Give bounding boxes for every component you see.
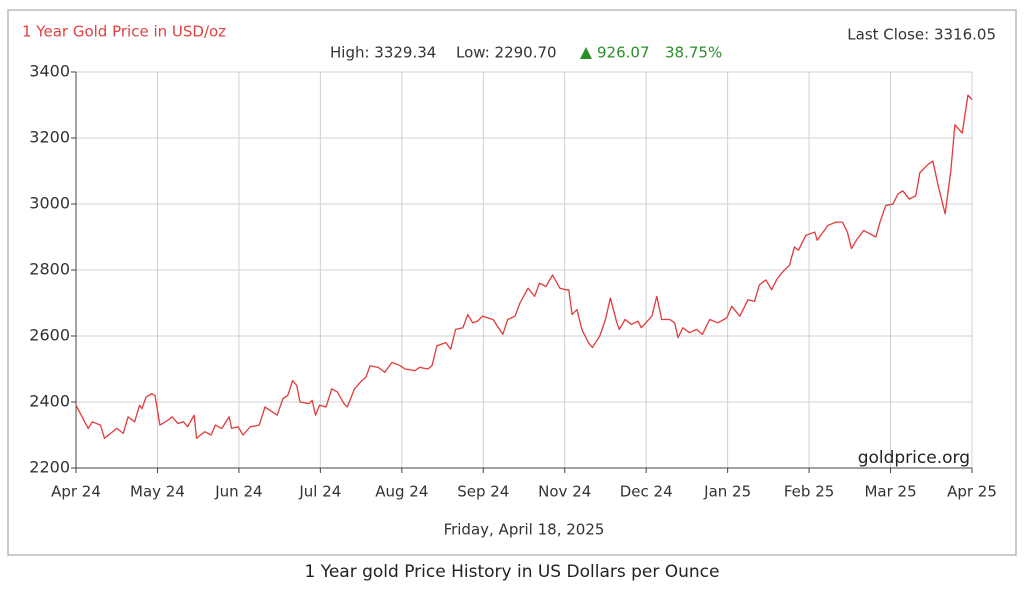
low: Low: 2290.70 [456, 44, 557, 62]
watermark: goldprice.org [858, 448, 970, 468]
x-tick-label: Aug 24 [375, 483, 428, 501]
x-tick-label: Jul 24 [298, 483, 341, 501]
date: Friday, April 18, 2025 [444, 521, 605, 539]
change: 926.07 [597, 44, 650, 62]
x-tick-label: Nov 24 [538, 483, 591, 501]
y-tick-label: 3400 [29, 62, 70, 81]
price-line [75, 94, 973, 439]
x-tick-label: May 24 [130, 483, 185, 501]
change-percent: 38.75% [665, 44, 722, 62]
y-tick-label: 2400 [29, 392, 70, 411]
y-tick-label: 2200 [29, 458, 70, 477]
x-tick-label: Dec 24 [620, 483, 673, 501]
chart-title: 1 Year Gold Price in USD/oz [22, 23, 226, 41]
chart-frame [7, 9, 1017, 556]
caption: 1 Year gold Price History in US Dollars … [304, 562, 719, 582]
x-tick-label: Jan 25 [703, 483, 751, 501]
x-tick-label: Mar 25 [864, 483, 916, 501]
y-tick-label: 3000 [29, 194, 70, 213]
y-tick-label: 2600 [29, 326, 70, 345]
last-close: Last Close: 3316.05 [847, 26, 996, 44]
y-tick-label: 3200 [29, 128, 70, 147]
high: High: 3329.34 [330, 44, 436, 62]
plot-area: 2200 2400 2600 2800 3000 3200 3400 Apr 24 May 24… [29, 62, 997, 501]
x-tick-label: Feb 25 [784, 483, 834, 501]
x-tick-label: Apr 24 [51, 483, 101, 501]
y-tick-label: 2800 [29, 260, 70, 279]
x-tick-label: Apr 25 [947, 483, 997, 501]
up-arrow [580, 47, 592, 59]
x-tick-label: Jun 24 [214, 483, 262, 501]
x-tick-label: Sep 24 [457, 483, 509, 501]
